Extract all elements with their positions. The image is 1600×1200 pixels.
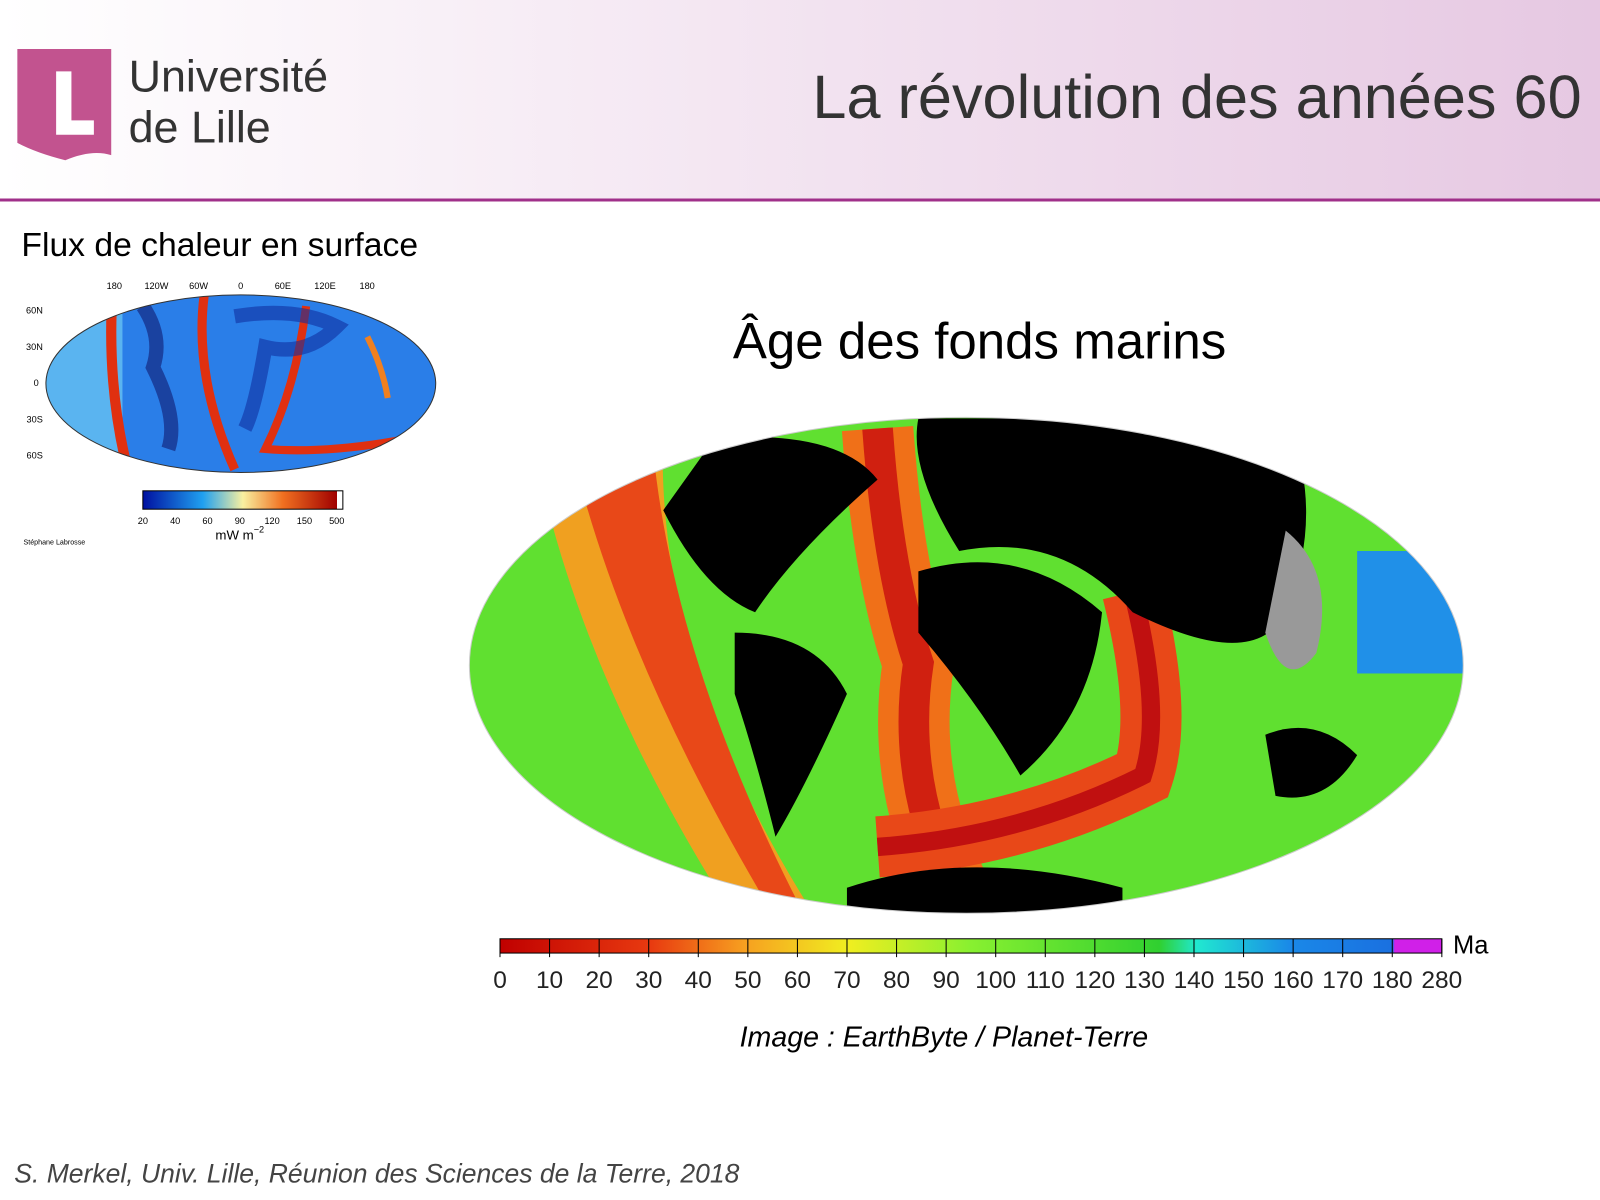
colorbar-tick-label: 120 [1074, 967, 1115, 994]
latitude-label: 30S [27, 414, 43, 424]
logo-letter [56, 71, 94, 135]
latitude-label: 60N [26, 306, 43, 316]
colorbar-tick-label: 10 [536, 967, 563, 994]
colorbar-unit: mW m−2 [215, 525, 264, 542]
age-map-frame [468, 416, 1464, 914]
colorbar-tick-label: 500 [329, 516, 344, 526]
colorbar-unit: Ma [1453, 932, 1489, 960]
colorbar-tick-label: 130 [1124, 967, 1165, 994]
latitude-label: 0 [34, 378, 39, 388]
colorbar-tick-label: 140 [1174, 967, 1215, 994]
longitude-label: 0 [238, 281, 243, 291]
figure-credit: Stéphane Labrosse [23, 539, 85, 547]
latitude-label: 60S [27, 451, 43, 461]
longitude-label: 180 [107, 281, 122, 291]
heat-colorbar [142, 490, 344, 510]
latitude-label: 30N [26, 342, 43, 352]
colorbar-tick-label: 50 [734, 967, 761, 994]
figure-credit: Image : EarthByte / Planet-Terre [740, 1021, 1149, 1053]
colorbar-tick-label: 150 [1223, 967, 1264, 994]
longitude-label: 180 [359, 281, 374, 291]
heat-map-frame [45, 294, 437, 473]
unit-base: mW m [215, 527, 253, 542]
colorbar-tick-label: 120 [264, 516, 279, 526]
colorbar-tick-label: 60 [202, 516, 212, 526]
colorbar-tick-label: 80 [883, 967, 910, 994]
colorbar-tick-label: 100 [975, 967, 1016, 994]
age-colorbar [499, 938, 1443, 954]
logo-text: de Lille [129, 101, 271, 152]
colorbar-tick-label: 0 [493, 967, 507, 994]
colorbar-tick-label: 20 [138, 516, 148, 526]
colorbar-tick-label: 40 [685, 967, 712, 994]
longitude-label: 120E [314, 281, 335, 291]
longitude-label: 60W [189, 281, 208, 291]
colorbar-tick-label: 150 [297, 516, 312, 526]
longitude-label: 60E [275, 281, 291, 291]
unit-exponent: −2 [254, 525, 264, 535]
colorbar-tick-label: 90 [933, 967, 960, 994]
logo-text: Université [129, 50, 329, 101]
colorbar-tick-label: 180 [1372, 967, 1413, 994]
colorbar-tick-label: 160 [1273, 967, 1314, 994]
figure-title: Flux de chaleur en surface [21, 227, 418, 264]
colorbar-tick-label: 60 [784, 967, 811, 994]
colorbar-tick-label: 110 [1026, 967, 1065, 994]
colorbar-tick-label: 70 [833, 967, 860, 994]
colorbar-tick-label: 40 [170, 516, 180, 526]
header-bg [0, 0, 1600, 200]
colorbar-tick-label: 30 [635, 967, 662, 994]
longitude-label: 120W [144, 281, 168, 291]
colorbar-tick-label: 280 [1421, 967, 1462, 994]
colorbar-tick-label: 90 [235, 516, 245, 526]
colorbar-tick-label: 170 [1322, 967, 1363, 994]
figure-title: Âge des fonds marins [733, 312, 1226, 369]
slide-title: La révolution des années 60 [812, 63, 1581, 131]
heat-map [45, 294, 436, 473]
colorbar-tick-label: 20 [586, 967, 613, 994]
age-map [469, 417, 1464, 914]
footer: S. Merkel, Univ. Lille, Réunion des Scie… [14, 1159, 739, 1189]
